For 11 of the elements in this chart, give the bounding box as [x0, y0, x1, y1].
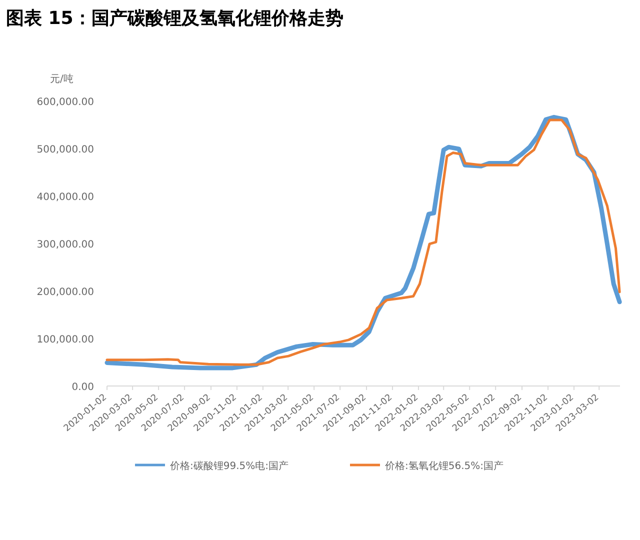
y-tick-label: 600,000.00 [36, 97, 94, 108]
y-tick-label: 300,000.00 [36, 240, 94, 250]
y-tick-label: 500,000.00 [36, 144, 94, 156]
y-tick-label: 200,000.00 [36, 287, 94, 298]
y-tick-label: 400,000.00 [36, 192, 94, 203]
y-tick-label: 0.00 [72, 382, 94, 393]
y-axis-title: 元/吨 [50, 73, 74, 85]
chart-title: 图表 15：国产碳酸锂及氢氧化锂价格走势 [6, 8, 344, 29]
y-tick-label: 100,000.00 [36, 334, 94, 346]
legend-label: 价格:碳酸锂99.5%电:国产 [169, 460, 289, 472]
legend-label: 价格:氢氧化锂56.5%:国产 [384, 460, 504, 472]
